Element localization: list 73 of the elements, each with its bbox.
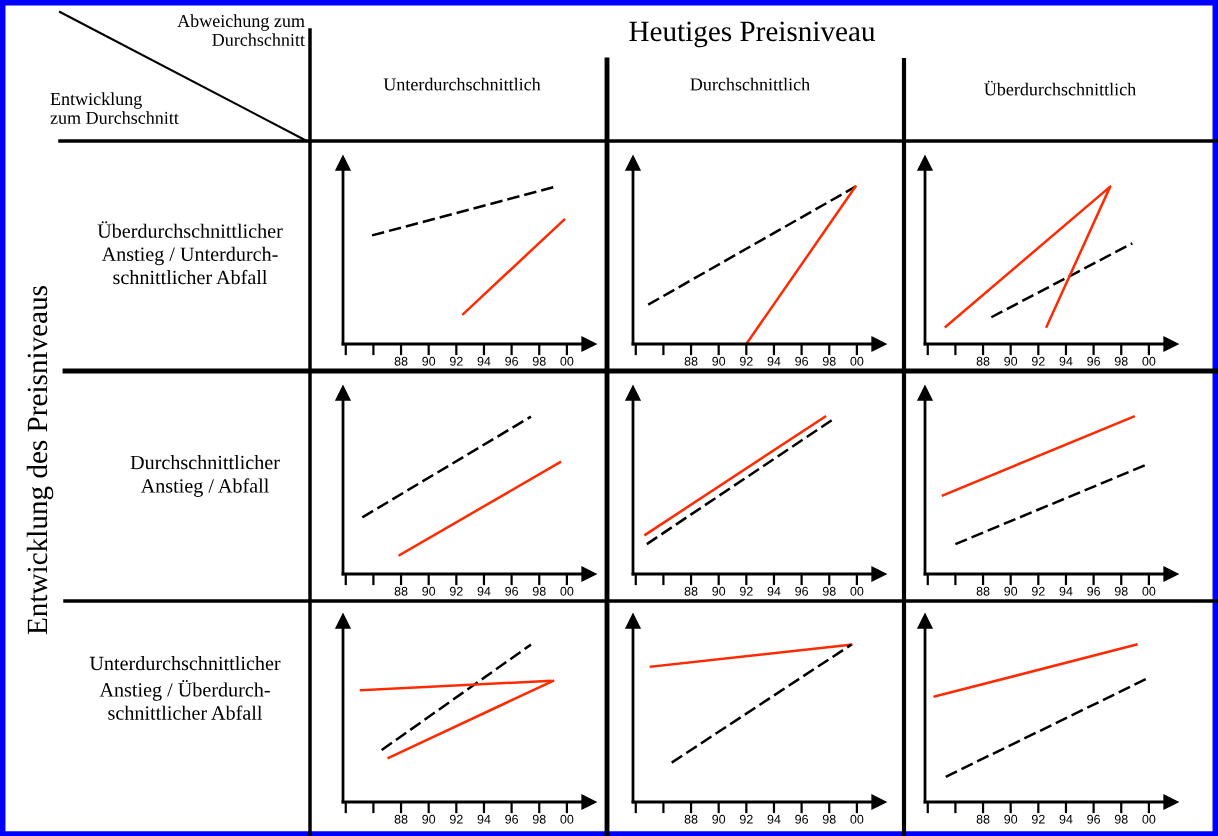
- x-tick-label: 92: [449, 586, 463, 596]
- x-tick-label: 94: [1059, 814, 1073, 824]
- x-tick-label: 96: [505, 356, 519, 366]
- x-tick-label: 92: [739, 814, 753, 824]
- x-tick-label: 88: [394, 356, 408, 366]
- x-tick-label: 88: [394, 814, 408, 824]
- x-tick-label: 88: [684, 586, 698, 596]
- x-tick-label: 90: [712, 356, 726, 366]
- x-tick-label: 94: [767, 814, 781, 824]
- text: Durchschnittlich: [690, 77, 810, 91]
- x-tick-label: 98: [1114, 814, 1128, 824]
- x-tick-label: 88: [976, 356, 990, 366]
- text: Unterdurchschnittlicher Anstieg / Überdurch- schnittlicher Abfall: [89, 656, 281, 720]
- x-tick-label: 92: [1031, 586, 1045, 596]
- x-tick-label: 00: [1142, 356, 1156, 366]
- x-tick-label: 98: [822, 356, 836, 366]
- text: Überdurchschnittlich: [984, 80, 1136, 96]
- x-tick-label: 98: [1114, 586, 1128, 596]
- text: Unterdurchschnittlich: [383, 77, 541, 91]
- x-tick-label: 90: [1004, 356, 1018, 366]
- x-tick-label: 96: [1087, 814, 1101, 824]
- x-tick-label: 92: [449, 814, 463, 824]
- x-tick-label: 90: [422, 356, 436, 366]
- x-tick-label: 00: [560, 586, 574, 596]
- x-tick-label: 98: [822, 586, 836, 596]
- x-tick-label: 00: [850, 586, 864, 596]
- x-tick-label: 88: [684, 814, 698, 824]
- text: Überdurchschnittlicher Anstieg / Unterdurch- schnittlicher Abfall: [97, 221, 283, 285]
- x-tick-label: 98: [532, 586, 546, 596]
- x-tick-label: 00: [560, 356, 574, 366]
- x-tick-label: 94: [477, 814, 491, 824]
- text: Heutiges Preisniveau: [629, 21, 876, 48]
- x-tick-label: 94: [767, 586, 781, 596]
- x-tick-label: 96: [505, 814, 519, 824]
- x-tick-label: 96: [795, 814, 809, 824]
- x-tick-label: 96: [505, 586, 519, 596]
- x-tick-label: 92: [739, 586, 753, 596]
- x-tick-label: 94: [477, 586, 491, 596]
- x-tick-label: 96: [1087, 356, 1101, 366]
- x-tick-label: 98: [532, 814, 546, 824]
- x-tick-label: 92: [1031, 814, 1045, 824]
- x-tick-label: 92: [449, 356, 463, 366]
- x-tick-label: 96: [1087, 586, 1101, 596]
- x-tick-label: 98: [1114, 356, 1128, 366]
- x-tick-label: 98: [822, 814, 836, 824]
- x-tick-label: 92: [739, 356, 753, 366]
- x-tick-label: 00: [1142, 586, 1156, 596]
- x-tick-label: 88: [684, 356, 698, 366]
- x-tick-label: 94: [1059, 356, 1073, 366]
- x-tick-label: 94: [767, 356, 781, 366]
- x-tick-label: 94: [477, 356, 491, 366]
- x-tick-label: 88: [976, 586, 990, 596]
- x-tick-label: 00: [560, 814, 574, 824]
- x-tick-label: 92: [1031, 356, 1045, 366]
- x-tick-label: 88: [394, 586, 408, 596]
- x-tick-label: 00: [850, 814, 864, 824]
- text: Entwicklung des Preisniveaus: [26, 286, 54, 635]
- x-tick-label: 00: [850, 356, 864, 366]
- text: Abweichung zum Durchschnitt: [177, 14, 305, 46]
- x-tick-label: 90: [712, 814, 726, 824]
- x-tick-label: 00: [1142, 814, 1156, 824]
- x-tick-label: 90: [712, 586, 726, 596]
- text: Entwicklung zum Durchschnitt: [50, 92, 179, 124]
- x-tick-label: 94: [1059, 586, 1073, 596]
- x-tick-label: 96: [795, 356, 809, 366]
- x-tick-label: 90: [422, 586, 436, 596]
- text: Durchschnittlicher Anstieg / Abfall: [130, 455, 280, 497]
- x-tick-label: 96: [795, 586, 809, 596]
- x-tick-label: 98: [532, 356, 546, 366]
- x-tick-label: 90: [1004, 814, 1018, 824]
- x-tick-label: 90: [422, 814, 436, 824]
- x-tick-label: 90: [1004, 586, 1018, 596]
- x-tick-label: 88: [976, 814, 990, 824]
